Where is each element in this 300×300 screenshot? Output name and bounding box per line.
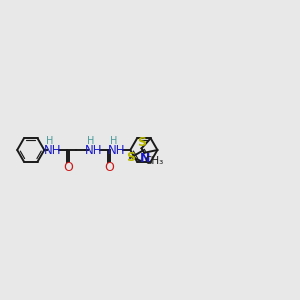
Text: S: S: [126, 152, 135, 164]
Text: NH: NH: [85, 143, 103, 157]
Text: NH: NH: [108, 143, 125, 157]
Text: O: O: [104, 160, 114, 174]
Text: N: N: [140, 152, 151, 165]
Text: CH₃: CH₃: [144, 157, 163, 166]
Text: NH: NH: [44, 143, 61, 157]
Text: H: H: [110, 136, 117, 146]
Text: S: S: [137, 136, 146, 149]
Text: H: H: [87, 136, 95, 146]
Text: O: O: [63, 160, 73, 174]
Text: H: H: [46, 136, 54, 146]
